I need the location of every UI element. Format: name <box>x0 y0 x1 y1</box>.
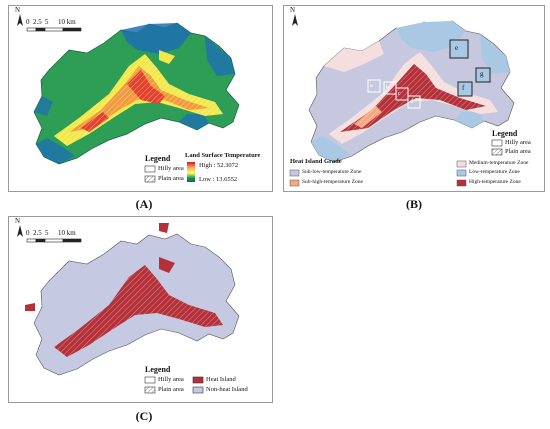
legend-title-b: Legend <box>492 129 518 138</box>
map-panel-a: N 0 2.5 5 10 km Legend Hilly area Plain … <box>8 5 273 192</box>
zone-label-high: High-temperature Zone <box>469 179 521 185</box>
lst-title: Land Surface Temperature <box>185 152 261 159</box>
north-label-c: N <box>15 217 21 225</box>
lst-map-a <box>17 14 240 183</box>
scale-bar <box>26 238 82 243</box>
legend-nonheat-label: Non-heat Island <box>206 386 248 393</box>
caption-a: (A) <box>135 197 153 211</box>
map-panel-c: N 0 2.5 5 10 km Legend Hilly area Plain … <box>8 216 273 403</box>
zone-swatch-sub-low <box>289 169 300 177</box>
legend-plain-label-c: Plain area <box>158 386 184 393</box>
scale-tick-3-c: 10 km <box>58 229 76 237</box>
heat-island-map <box>17 223 240 394</box>
box-label-a: a <box>370 83 373 89</box>
box-label-b: b <box>386 85 389 91</box>
heat-island-swatch <box>192 376 204 384</box>
legend-hilly-label-c: Hilly area <box>158 376 184 383</box>
caption-b: (B) <box>406 197 422 211</box>
study-box-a <box>367 79 381 93</box>
grade-title: Heat Island Grade <box>290 158 342 165</box>
north-arrow-icon <box>17 225 23 237</box>
zone-label-low: Low-temperature Zone <box>469 169 520 175</box>
caption-c: (C) <box>135 409 153 423</box>
hilly-swatch-c <box>144 376 156 384</box>
lst-low-label: Low : 13.6552 <box>199 176 238 183</box>
study-box-d <box>407 95 421 109</box>
scale-tick-0: 0 <box>26 18 30 26</box>
box-label-g: g <box>480 70 484 78</box>
north-arrow-icon <box>292 14 298 26</box>
scale-tick-1-c: 2.5 <box>33 229 42 237</box>
legend-title: Legend <box>145 154 171 163</box>
study-box-c <box>395 87 409 101</box>
box-label-c: c <box>398 91 401 97</box>
scale-tick-2-c: 5 <box>45 229 49 237</box>
hilly-swatch <box>144 165 156 173</box>
legend-hilly-label: Hilly area <box>158 165 184 172</box>
north-label-b: N <box>290 6 296 14</box>
box-label-d: d <box>410 99 413 105</box>
legend-title-c: Legend <box>145 365 171 374</box>
scale-tick-0-c: 0 <box>26 229 30 237</box>
zone-label-sub-low: Sub-low-temperature Zone <box>302 169 362 175</box>
legend-plain-label-b: Plain area <box>505 148 531 155</box>
legend-heat-label: Heat Island <box>206 376 236 383</box>
zone-label-medium: Medium-temperature Zone <box>469 160 529 166</box>
north-label: N <box>15 6 21 14</box>
scale-tick-2: 5 <box>45 18 49 26</box>
plain-swatch-c <box>144 386 156 394</box>
heat-island-grade-map <box>289 14 515 187</box>
map-panel-b: N a b c d e f g Legend Hilly area Plain … <box>283 5 545 192</box>
legend-plain-label: Plain area <box>158 175 184 182</box>
study-box-g <box>475 67 491 83</box>
hilly-swatch-b <box>491 139 503 147</box>
plain-swatch-b <box>491 148 503 156</box>
scale-tick-1: 2.5 <box>33 18 42 26</box>
study-box-f <box>457 81 473 97</box>
scale-bar <box>26 27 82 32</box>
north-arrow-icon <box>17 14 23 26</box>
lst-high-label: High : 52.3072 <box>199 162 239 169</box>
zone-label-sub-high: Sub-high-temperature Zone <box>302 179 363 185</box>
lst-color-ramp <box>187 162 195 182</box>
legend-hilly-label-b: Hilly area <box>505 139 531 146</box>
zone-swatch-sub-high <box>289 179 300 187</box>
zone-swatch-low <box>456 169 467 177</box>
box-label-e: e <box>455 44 459 52</box>
scale-tick-3: 10 km <box>58 18 76 26</box>
non-heat-island-swatch <box>192 386 204 394</box>
study-box-e <box>449 39 469 59</box>
box-label-f: f <box>462 84 465 92</box>
zone-swatch-high <box>456 179 467 187</box>
plain-swatch <box>144 175 156 183</box>
zone-swatch-medium <box>456 160 467 168</box>
